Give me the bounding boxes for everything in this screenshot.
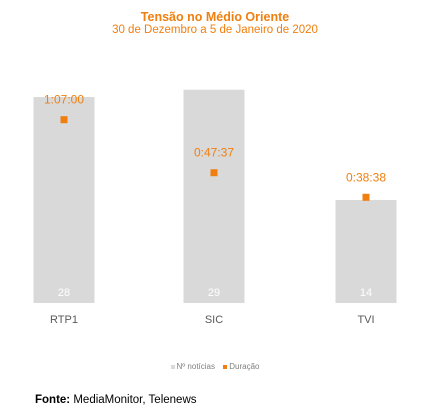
- legend-swatch-bars: [170, 364, 175, 369]
- source-label: Fonte:: [35, 394, 71, 406]
- source-text: MediaMonitor, Telenews: [73, 394, 197, 406]
- bar-value-label: 28: [58, 287, 70, 299]
- bar-value-label: 29: [208, 287, 220, 299]
- bar-sic: [183, 89, 245, 303]
- duration-marker-tvi: [362, 193, 370, 201]
- duration-label: 0:47:37: [194, 146, 234, 160]
- category-label: RTP1: [50, 314, 78, 326]
- source-note: Fonte: MediaMonitor, Telenews: [35, 394, 197, 406]
- category-label: TVI: [357, 314, 374, 326]
- bar-value-label: 14: [360, 287, 372, 299]
- duration-label: 1:07:00: [44, 93, 84, 107]
- chart-subtitle: 30 de Dezembro a 5 de Janeiro de 2020: [112, 24, 318, 36]
- legend-label-markers: Duração: [229, 362, 260, 371]
- bar-rtp1: [33, 97, 95, 303]
- category-label: SIC: [205, 314, 223, 326]
- duration-marker-rtp1: [60, 116, 68, 124]
- legend: Nº notícias Duração: [0, 362, 430, 371]
- duration-marker-sic: [210, 169, 218, 177]
- legend-item-markers: Duração: [223, 362, 259, 371]
- legend-item-bars: Nº notícias: [170, 362, 216, 371]
- legend-label-bars: Nº notícias: [176, 362, 216, 371]
- bar-tvi: [335, 200, 397, 303]
- legend-swatch-markers: [223, 364, 228, 369]
- duration-label: 0:38:38: [346, 170, 386, 184]
- chart-title: Tensão no Médio Oriente: [140, 10, 290, 24]
